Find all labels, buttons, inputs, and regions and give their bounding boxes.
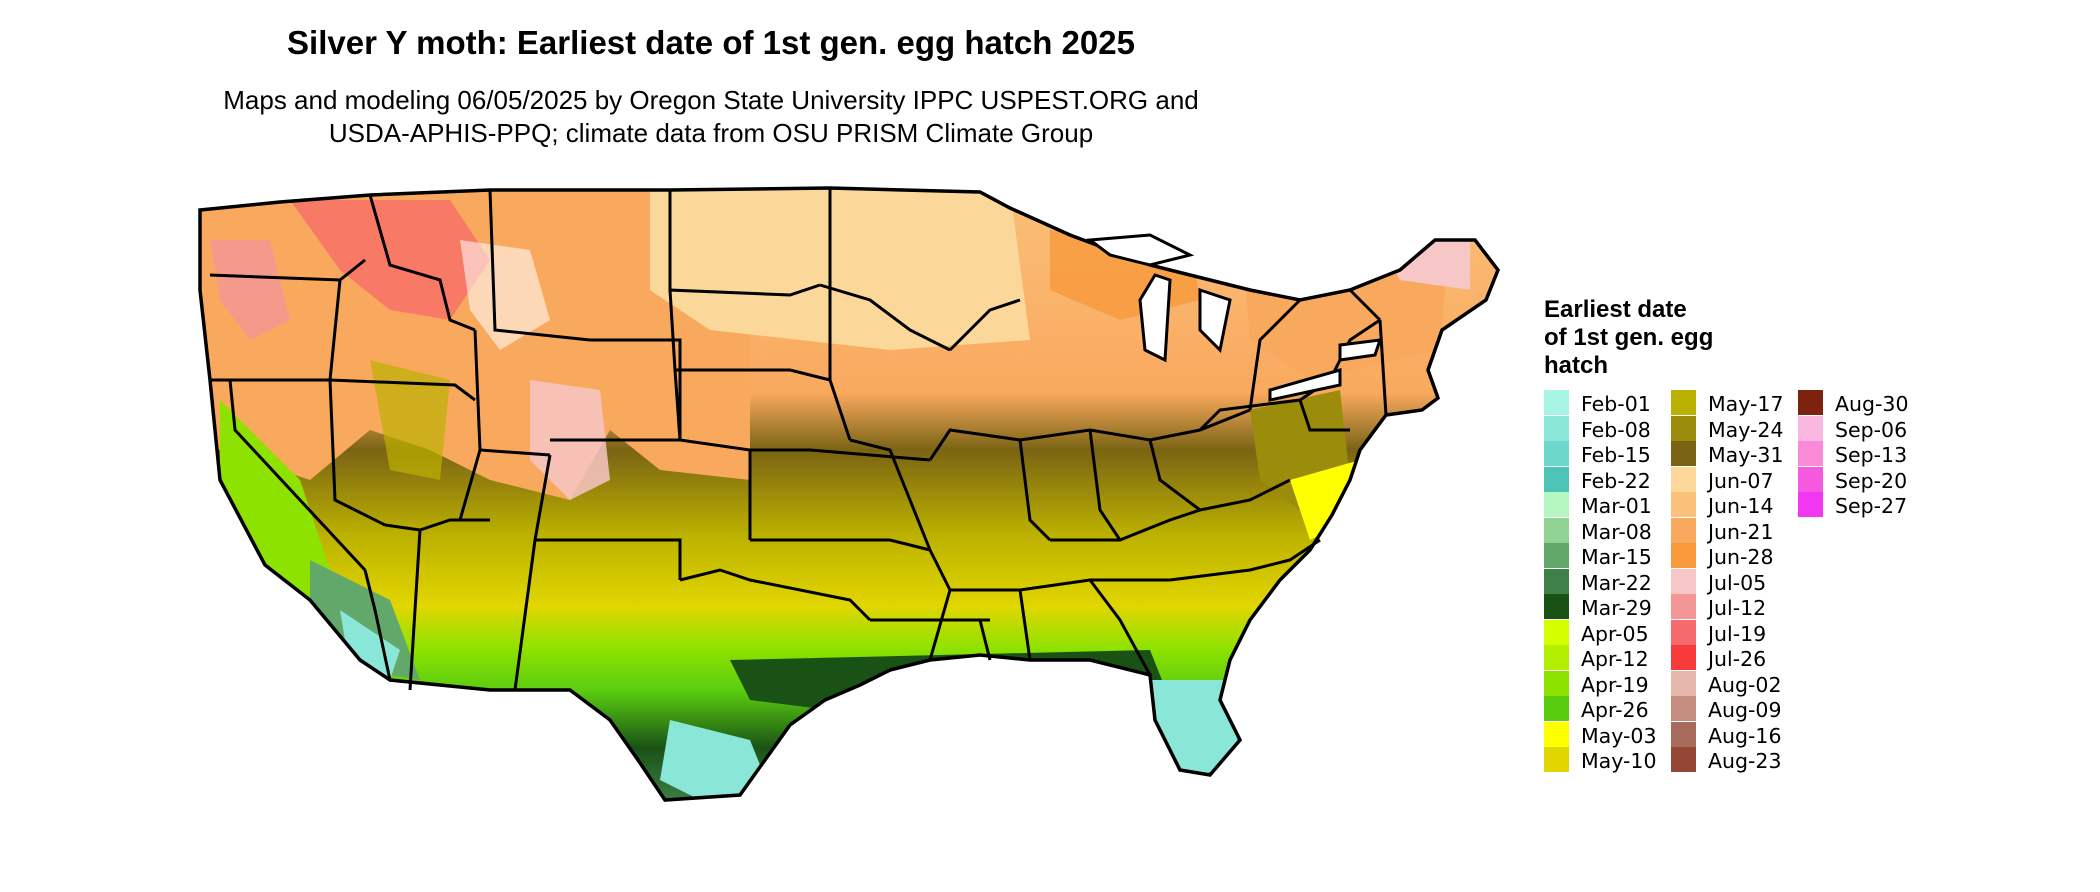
legend-label: Sep-13 — [1835, 443, 1908, 467]
legend-swatch — [1671, 517, 1696, 543]
legend-label: Jun-28 — [1708, 545, 1774, 569]
legend-swatch — [1544, 390, 1569, 415]
legend-swatch — [1544, 747, 1569, 772]
legend-label: Apr-26 — [1581, 698, 1649, 722]
legend-label: Feb-22 — [1581, 468, 1651, 493]
legend-label: Jul-26 — [1708, 647, 1767, 671]
legend-label: May-31 — [1708, 443, 1784, 467]
legend-label: Jul-12 — [1708, 596, 1767, 620]
legend-swatch — [1544, 619, 1569, 645]
legend-swatch — [1671, 670, 1696, 696]
legend-label: Aug-23 — [1708, 749, 1782, 773]
legend-swatch — [1544, 466, 1569, 492]
legend-swatch — [1798, 390, 1823, 415]
legend-label: Aug-16 — [1708, 723, 1782, 748]
legend-label: Jul-05 — [1708, 570, 1767, 595]
legend-label: Aug-02 — [1708, 672, 1782, 697]
legend-swatch — [1798, 415, 1823, 441]
legend-label: Mar-15 — [1581, 545, 1652, 569]
legend-label: Sep-20 — [1835, 468, 1908, 493]
legend-title-line: hatch — [1544, 352, 1609, 379]
legend-swatch — [1544, 594, 1569, 619]
legend-label: Mar-29 — [1581, 596, 1652, 620]
legend-swatch — [1671, 721, 1696, 747]
legend-label: May-10 — [1581, 749, 1657, 773]
legend-label: Feb-01 — [1581, 392, 1651, 416]
legend-swatch — [1544, 568, 1569, 594]
legend-label: Jun-21 — [1708, 519, 1774, 544]
legend-swatch — [1671, 594, 1696, 619]
legend-label: Mar-01 — [1581, 494, 1652, 518]
legend-swatch — [1671, 619, 1696, 645]
legend-swatch — [1671, 492, 1696, 517]
legend-swatch — [1671, 568, 1696, 594]
legend-swatch — [1671, 415, 1696, 441]
legend-label: Apr-05 — [1581, 621, 1649, 646]
legend-label: Apr-19 — [1581, 672, 1649, 697]
legend-swatch — [1544, 670, 1569, 696]
legend-label: May-24 — [1708, 417, 1784, 442]
legend-label: Feb-08 — [1581, 417, 1651, 442]
legend-swatch — [1798, 466, 1823, 492]
legend-swatch — [1671, 390, 1696, 415]
legend-title: Earliest date of 1st gen. egg hatch — [1544, 296, 1804, 380]
map-subtitle: Maps and modeling 06/05/2025 by Oregon S… — [0, 84, 1422, 150]
legend-swatch — [1544, 645, 1569, 670]
map-title: Silver Y moth: Earliest date of 1st gen.… — [287, 24, 1135, 61]
legend-label: Mar-22 — [1581, 570, 1652, 595]
great-lakes — [1085, 233, 1383, 402]
subtitle-line-1: Maps and modeling 06/05/2025 by Oregon S… — [223, 85, 1199, 115]
legend-label: Feb-15 — [1581, 443, 1651, 467]
subtitle-line-2: USDA-APHIS-PPQ; climate data from OSU PR… — [328, 118, 1094, 148]
legend-label: Apr-12 — [1581, 647, 1649, 671]
legend-swatch — [1671, 747, 1696, 772]
legend-label: Jun-07 — [1708, 468, 1774, 493]
legend-label: Sep-06 — [1835, 417, 1908, 442]
legend-label: Aug-09 — [1708, 698, 1782, 722]
legend-swatch — [1671, 466, 1696, 492]
legend-swatch — [1544, 543, 1569, 568]
legend-swatch — [1544, 696, 1569, 721]
legend-swatch — [1671, 441, 1696, 466]
legend-swatch — [1544, 721, 1569, 747]
legend-swatch — [1798, 492, 1823, 517]
legend-swatch — [1798, 441, 1823, 466]
legend-title-line: of 1st gen. egg — [1544, 324, 1714, 351]
legend-title-line: Earliest date — [1544, 296, 1687, 323]
us-map — [198, 186, 1500, 802]
legend-swatch — [1671, 696, 1696, 721]
legend-label: Aug-30 — [1835, 392, 1909, 416]
legend-swatch — [1544, 517, 1569, 543]
legend-label: Jul-19 — [1708, 621, 1767, 646]
legend-label: May-17 — [1708, 392, 1784, 416]
legend-swatch — [1671, 645, 1696, 670]
legend-swatch — [1544, 441, 1569, 466]
legend-label: May-03 — [1581, 723, 1657, 748]
legend-swatch — [1544, 492, 1569, 517]
legend-swatch — [1671, 543, 1696, 568]
legend-label: Mar-08 — [1581, 519, 1652, 544]
legend-label: Sep-27 — [1835, 494, 1908, 518]
legend-label: Jun-14 — [1708, 494, 1774, 518]
legend-swatch — [1544, 415, 1569, 441]
